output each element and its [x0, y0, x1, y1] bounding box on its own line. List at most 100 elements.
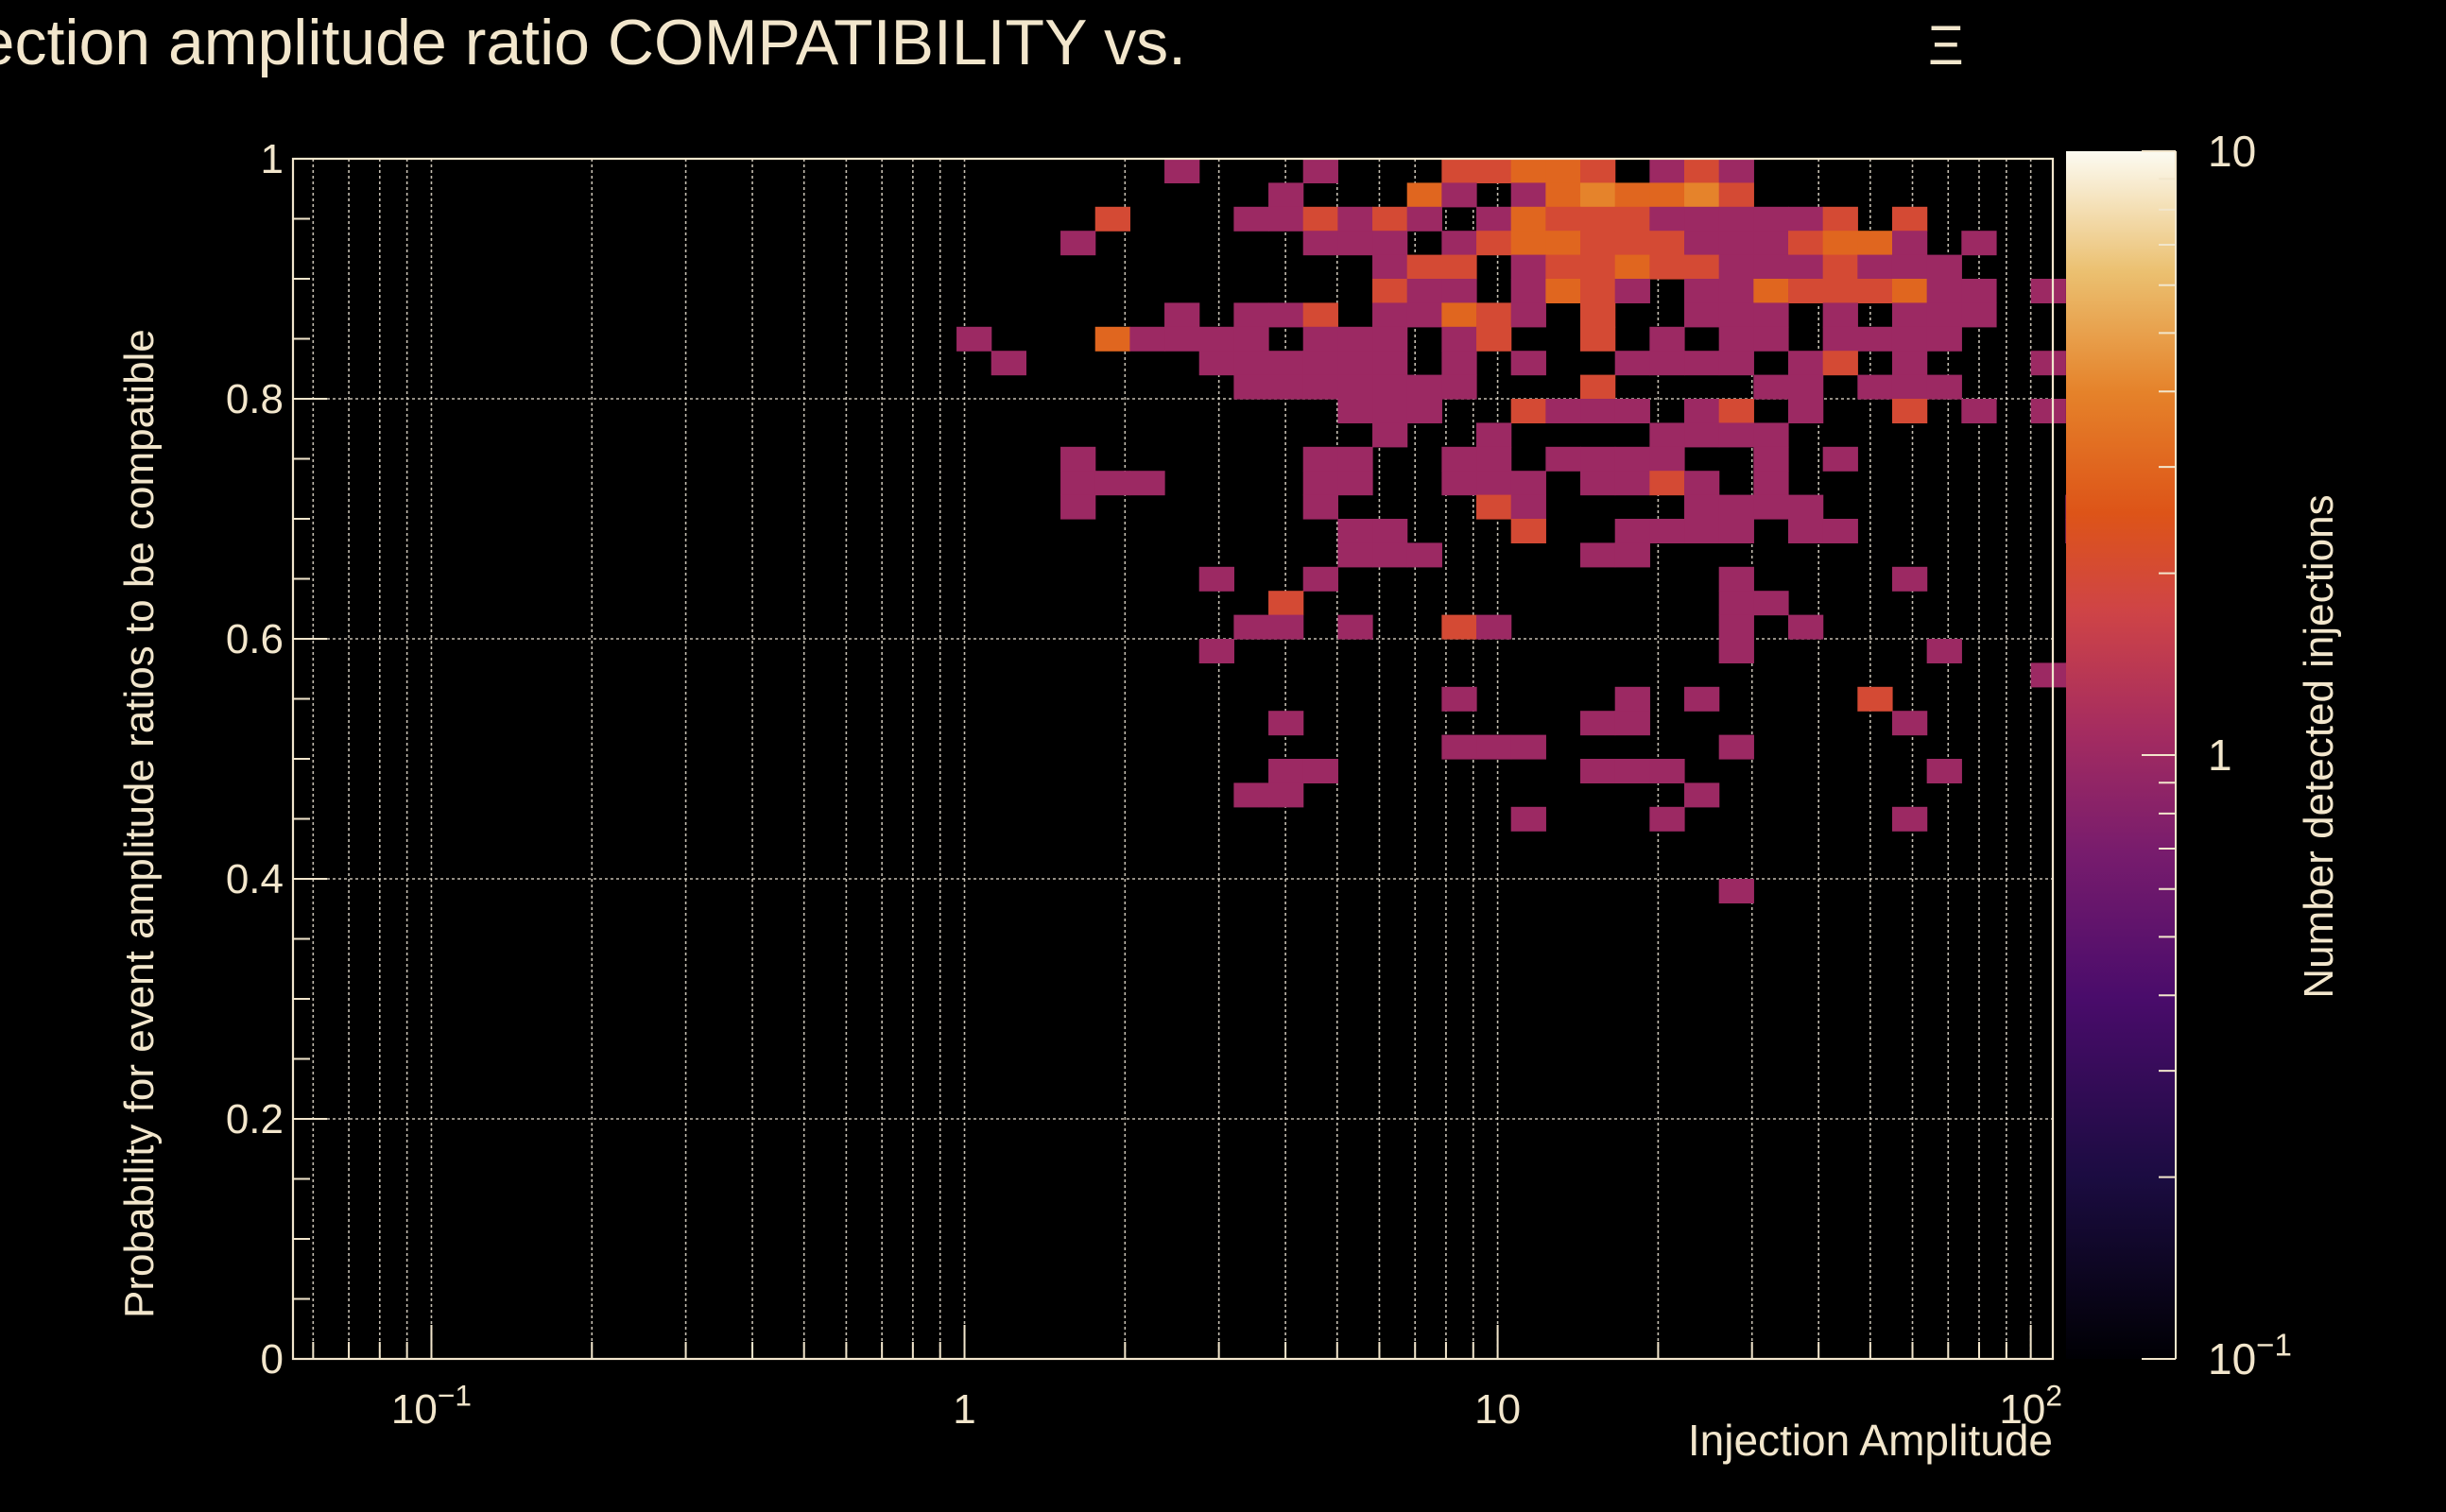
- heatmap-cell: [1753, 254, 1789, 280]
- heatmap-cell: [1684, 182, 1720, 208]
- heatmap-cell: [1718, 639, 1754, 663]
- heatmap-cell: [1372, 399, 1408, 423]
- heatmap-cell: [1060, 471, 1096, 496]
- heatmap-cell: [1926, 374, 1962, 400]
- heatmap-cell: [1268, 182, 1304, 208]
- heatmap-cell: [1302, 494, 1338, 520]
- heatmap-cell: [1718, 206, 1754, 232]
- heatmap-cell: [1476, 471, 1512, 496]
- heatmap-cell: [1372, 351, 1408, 376]
- heatmap-cell: [1302, 566, 1338, 592]
- y-axis-label: Probability for event amplitude ratios t…: [116, 329, 163, 1318]
- heatmap-cell: [1649, 231, 1685, 256]
- y-tick-label: 0.4: [226, 856, 284, 902]
- x-tick-label: 10−1: [391, 1379, 472, 1433]
- heatmap-cell: [1510, 159, 1546, 183]
- heatmap-cell: [1302, 206, 1338, 232]
- heatmap-cell: [1441, 734, 1477, 760]
- heatmap-cell: [1476, 326, 1512, 352]
- heatmap-cell: [1753, 231, 1789, 256]
- heatmap-cell: [1545, 159, 1581, 183]
- heatmap-cell: [1684, 422, 1720, 448]
- heatmap-cell: [1580, 206, 1616, 232]
- heatmap-cell: [1718, 591, 1754, 616]
- colorbar-tick-label: 10: [2208, 127, 2256, 176]
- heatmap-cell: [1476, 494, 1512, 520]
- heatmap-cell: [1268, 351, 1304, 376]
- heatmap-cell: [1476, 231, 1512, 256]
- heatmap-cell: [1718, 422, 1754, 448]
- heatmap-cell: [1406, 206, 1442, 232]
- heatmap-cell: [1233, 782, 1269, 808]
- heatmap-cell: [1614, 231, 1650, 256]
- y-tick-label: 1: [261, 136, 284, 182]
- heatmap-cell: [1094, 206, 1130, 232]
- heatmap-cell: [1718, 302, 1754, 328]
- heatmap-cell: [1441, 302, 1477, 328]
- heatmap-cell: [1718, 519, 1754, 543]
- heatmap-cell: [1372, 231, 1408, 256]
- x-tick-label: 102: [1999, 1379, 2062, 1433]
- heatmap-cell: [1891, 399, 1928, 423]
- heatmap-cell: [1649, 471, 1685, 496]
- heatmap-cell: [1233, 326, 1269, 352]
- heatmap-cell: [1441, 471, 1477, 496]
- heatmap-cell: [1406, 302, 1442, 328]
- heatmap-cell: [1684, 206, 1720, 232]
- heatmap-cell: [1337, 374, 1373, 400]
- heatmap-cell: [1649, 326, 1685, 352]
- heatmap-cell: [1788, 399, 1824, 423]
- heatmap-cell: [1857, 326, 1893, 352]
- heatmap-cell: [1268, 591, 1304, 616]
- heatmap-cell: [1753, 374, 1789, 400]
- heatmap-cell: [1302, 302, 1338, 328]
- heatmap-cell: [1614, 254, 1650, 280]
- heatmap-cell: [1857, 279, 1893, 303]
- heatmap-cell: [1718, 351, 1754, 376]
- heatmap-cell: [1684, 399, 1720, 423]
- heatmap-cell: [1198, 639, 1234, 663]
- heatmap-cell: [1406, 279, 1442, 303]
- heatmap-cell: [1891, 206, 1928, 232]
- heatmap-cell: [1649, 206, 1685, 232]
- chart-title-symbol: Ξ: [1928, 15, 1964, 77]
- heatmap-cell: [1337, 471, 1373, 496]
- heatmap-cell: [1406, 399, 1442, 423]
- heatmap-cell: [1406, 542, 1442, 568]
- heatmap-cell: [1788, 206, 1824, 232]
- heatmap-cell: [1337, 326, 1373, 352]
- heatmap-cell: [1718, 399, 1754, 423]
- heatmap-cell: [1268, 614, 1304, 640]
- heatmap-cell: [1684, 782, 1720, 808]
- heatmap-cell: [1718, 879, 1754, 903]
- heatmap-cell: [1718, 734, 1754, 760]
- heatmap-cell: [1891, 231, 1928, 256]
- heatmap-cell: [1060, 446, 1096, 472]
- heatmap-cell: [1684, 254, 1720, 280]
- heatmap-cell: [1233, 351, 1269, 376]
- heatmap-cell: [1198, 326, 1234, 352]
- heatmap-cell: [1684, 159, 1720, 183]
- heatmap-cell: [1788, 614, 1824, 640]
- heatmap-cell: [1302, 759, 1338, 783]
- heatmap-cell: [1510, 279, 1546, 303]
- heatmap-cell: [1233, 206, 1269, 232]
- heatmap-cell: [1510, 734, 1546, 760]
- heatmap-cell: [1857, 374, 1893, 400]
- heatmap-cell: [1372, 279, 1408, 303]
- heatmap-cell: [1961, 302, 1997, 328]
- heatmap-cell: [956, 326, 992, 352]
- heatmap-cell: [1441, 614, 1477, 640]
- heatmap-cell: [1510, 806, 1546, 832]
- heatmap-cell: [1788, 351, 1824, 376]
- heatmap-cell: [1891, 326, 1928, 352]
- colorbar-tick-label: 10−1: [2208, 1329, 2292, 1383]
- heatmap-cell: [1372, 374, 1408, 400]
- heatmap-cell: [1337, 351, 1373, 376]
- heatmap-cell: [1857, 686, 1893, 712]
- heatmap-cell: [1891, 279, 1928, 303]
- heatmap-cell: [1822, 446, 1858, 472]
- heatmap-cell: [1441, 351, 1477, 376]
- heatmap-cell: [1476, 159, 1512, 183]
- heatmap-cell: [1476, 206, 1512, 232]
